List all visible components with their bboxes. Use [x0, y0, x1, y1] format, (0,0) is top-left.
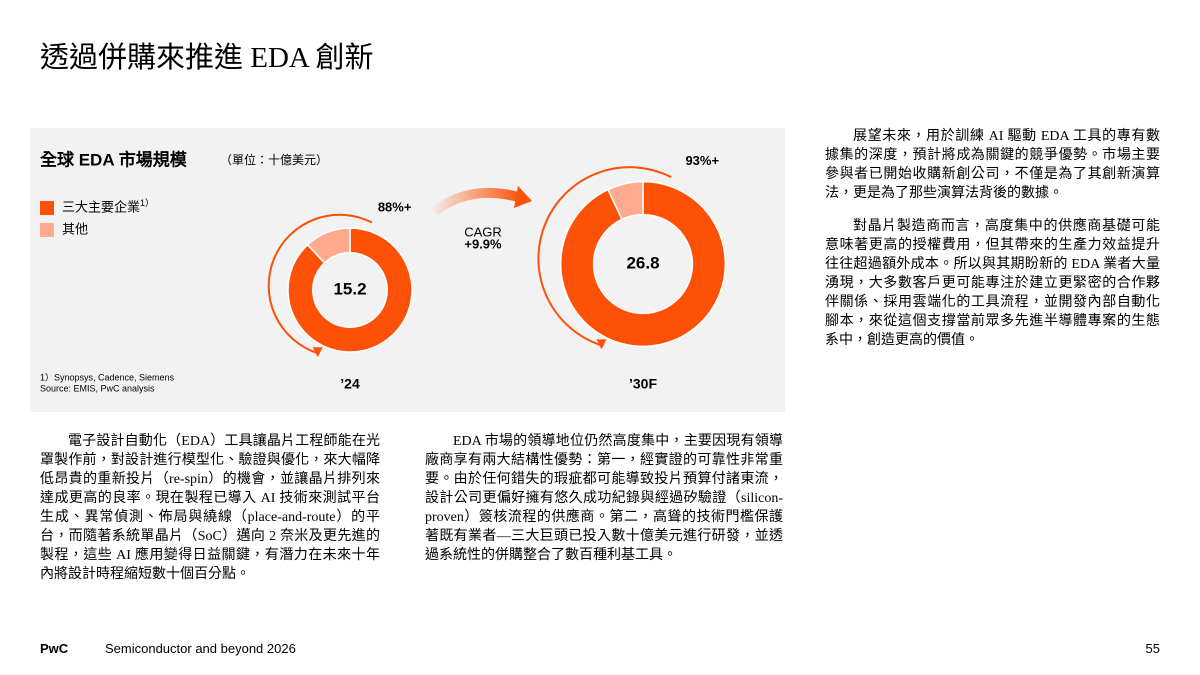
- ring-arrow-head: [312, 347, 323, 358]
- growth-arrow: [430, 187, 524, 216]
- page-number: 55: [1145, 641, 1160, 656]
- cagr-value: +9.9%: [464, 236, 502, 251]
- legend-note: 1）: [140, 198, 154, 208]
- ring-arrow-head: [596, 339, 607, 350]
- total-label: 26.8: [626, 253, 659, 272]
- cagr-label: CAGR: [464, 224, 502, 239]
- legend-label: 其他: [62, 221, 88, 236]
- footer-text: Semiconductor and beyond 2026: [105, 641, 296, 656]
- footnote: 1）Synopsys, Cadence, Siemens: [40, 372, 175, 382]
- body-right: 展望未來，用於訓練 AI 驅動 EDA 工具的專有數據集的深度，預計將成為關鍵的…: [825, 127, 1160, 364]
- ring-arrow: [537, 166, 672, 347]
- chart-title: 全球 EDA 市場規模: [40, 149, 187, 169]
- chart-panel: 全球 EDA 市場規模 （單位：十億美元） 1）Synopsys, Cadenc…: [30, 128, 785, 412]
- source: Source: EMIS, PwC analysis: [40, 383, 155, 393]
- body-middle: EDA 市場的領導地位仍然高度集中，主要因現有領導廠商享有兩大結構性優勢：第一，…: [425, 432, 783, 579]
- legend-swatch: [40, 201, 54, 215]
- donut-segment: [606, 180, 644, 221]
- slide-title: 透過併購來推進 EDA 創新: [40, 42, 374, 74]
- body-left: 電子設計自動化（EDA）工具讓晶片工程師能在光罩製作前，對設計進行模型化、驗證與…: [40, 432, 380, 598]
- value-label: 93%+: [685, 153, 719, 168]
- category-label: ’30F: [629, 376, 657, 392]
- paragraph: 展望未來，用於訓練 AI 驅動 EDA 工具的專有數據集的深度，預計將成為關鍵的…: [825, 129, 1160, 201]
- value-label: 88%+: [378, 199, 412, 214]
- paragraph: 電子設計自動化（EDA）工具讓晶片工程師能在光罩製作前，對設計進行模型化、驗證與…: [40, 434, 380, 582]
- donut-segment: [559, 180, 727, 348]
- ring-arrow: [267, 213, 373, 355]
- footer-brand: PwC: [40, 641, 69, 656]
- total-label: 15.2: [333, 279, 366, 298]
- category-label: ’24: [340, 376, 360, 392]
- paragraph: EDA 市場的領導地位仍然高度集中，主要因現有領導廠商享有兩大結構性優勢：第一，…: [425, 434, 783, 563]
- chart-subtitle: （單位：十億美元）: [220, 152, 328, 167]
- legend-swatch: [40, 223, 54, 237]
- donut-segment: [287, 227, 413, 353]
- legend-label: 三大主要企業1）: [62, 198, 154, 214]
- paragraph: 對晶片製造商而言，高度集中的供應商基礎可能意味著更高的授權費用，但其帶來的生產力…: [825, 219, 1160, 348]
- growth-arrowhead: [514, 186, 532, 208]
- donut-segment: [306, 227, 351, 264]
